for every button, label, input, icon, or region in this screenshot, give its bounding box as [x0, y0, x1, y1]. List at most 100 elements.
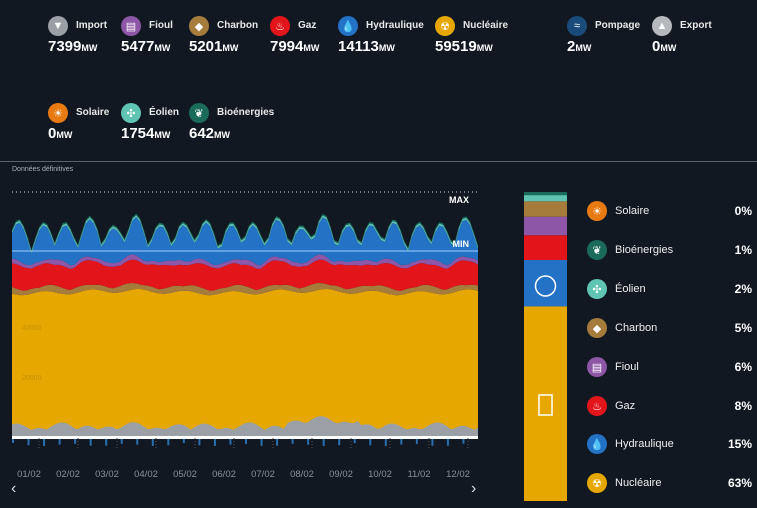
export-tick	[384, 439, 387, 446]
x-tick-label: 07/02	[251, 469, 275, 480]
stat-value: 7994MW	[270, 38, 320, 55]
y-tick-label: 20000	[22, 375, 42, 382]
stat-label: Solaire	[76, 107, 110, 118]
stat-solaire: ☀ Solaire 0MW	[48, 103, 138, 143]
export-tick	[245, 439, 247, 444]
stat-value: 2MW	[567, 38, 592, 55]
stat-value: 5477MW	[121, 38, 171, 55]
series-import	[12, 416, 478, 436]
nucleaire-bar-icon	[538, 394, 553, 416]
legend-item-solaire: ☀ Solaire 0%	[587, 201, 752, 223]
stat-label: Charbon	[217, 20, 259, 31]
eolien-icon: ✣	[587, 279, 607, 299]
legend-label: Bioénergies	[615, 244, 674, 256]
export-tick	[58, 439, 61, 445]
x-tick-label: 01/02	[17, 469, 41, 480]
stat-hydraulique: 💧 Hydraulique 14113MW	[338, 16, 428, 56]
stat-label: Pompage	[595, 20, 641, 31]
max-label: MAX	[449, 195, 469, 205]
stat-gaz: ♨ Gaz 7994MW	[270, 16, 360, 56]
mix-bar-segment	[524, 235, 567, 260]
export-tick	[446, 439, 449, 446]
series-bioenergies	[12, 213, 478, 252]
hydraulique-icon: 💧	[587, 434, 607, 454]
stat-value: 642MW	[189, 125, 231, 142]
x-tick-label: 05/02	[173, 469, 197, 480]
export-tick	[198, 439, 201, 446]
legend-item-fioul: ▤ Fioul 6%	[587, 357, 752, 379]
y-tick-label: 40000	[22, 325, 42, 332]
export-tick	[353, 439, 356, 444]
legend-percent: 15%	[727, 437, 752, 451]
legend-percent: 1%	[734, 243, 752, 257]
stat-fioul: ▤ Fioul 5477MW	[121, 16, 211, 56]
stat-label: Gaz	[298, 20, 317, 31]
legend-item-hydraulique: 💧 Hydraulique 15%	[587, 434, 752, 456]
export-tick	[338, 439, 341, 446]
bioenergies-icon: ❦	[189, 103, 209, 123]
header-divider	[0, 161, 757, 162]
x-tick-label: 12/02	[446, 469, 470, 480]
stat-label: Fioul	[149, 20, 173, 31]
legend-item-charbon: ◆ Charbon 5%	[587, 318, 752, 340]
x-tick-label: 02/02	[56, 469, 80, 480]
series-charbon	[12, 283, 478, 296]
min-label: MIN	[453, 239, 470, 249]
pompage-icon: ≈	[567, 16, 587, 36]
legend-percent: 0%	[734, 204, 752, 218]
stat-pompage: ≈ Pompage 2MW	[567, 16, 657, 56]
x-tick-label: 04/02	[134, 469, 158, 480]
stat-value: 0MW	[652, 38, 677, 55]
next-period-button[interactable]: ›	[471, 480, 477, 497]
stat-export: ▲ Export 0MW	[652, 16, 742, 56]
zero-baseline	[12, 436, 478, 439]
import-icon: ▼	[48, 16, 68, 36]
legend-label: Hydraulique	[615, 438, 674, 450]
legend-percent: 6%	[734, 360, 752, 374]
gaz-icon: ♨	[587, 396, 607, 416]
series-gaz	[12, 259, 478, 291]
legend-label: Charbon	[615, 322, 658, 334]
prev-period-button[interactable]: ‹	[11, 480, 17, 497]
export-tick	[89, 439, 92, 446]
stat-charbon: ◆ Charbon 5201MW	[189, 16, 279, 56]
export-tick	[27, 439, 30, 446]
stat-nucleaire: ☢ Nucléaire 59519MW	[435, 16, 525, 56]
legend-label: Solaire	[615, 205, 650, 217]
series-eolien	[12, 215, 478, 254]
x-tick-label: 09/02	[329, 469, 353, 480]
data-status-label: Données définitives	[12, 166, 74, 173]
eolien-icon: ✣	[121, 103, 141, 123]
export-icon: ▲	[652, 16, 672, 36]
stat-bioenergies: ❦ Bioénergies 642MW	[189, 103, 279, 143]
export-tick	[400, 439, 403, 445]
gaz-icon: ♨	[270, 16, 290, 36]
x-tick-label: 11/02	[407, 469, 430, 480]
series-hydraulique	[12, 217, 478, 266]
mix-bar-segment	[524, 216, 567, 236]
charbon-icon: ◆	[189, 16, 209, 36]
mix-bar-segment	[524, 195, 567, 202]
stat-value: 0MW	[48, 125, 73, 142]
nucleaire-icon: ☢	[435, 16, 455, 36]
legend-item-eolien: ✣ Éolien 2%	[587, 279, 752, 301]
hydraulique-bar-icon	[534, 275, 557, 297]
export-tick	[167, 439, 170, 446]
mix-bar-segment	[524, 192, 567, 196]
legend-label: Gaz	[615, 400, 636, 412]
stat-value: 7399MW	[48, 38, 98, 55]
export-tick	[260, 439, 263, 446]
export-tick	[43, 439, 46, 446]
legend-item-bioenergies: ❦ Bioénergies 1%	[587, 240, 752, 262]
series-nucleaire	[12, 289, 478, 436]
stat-label: Export	[680, 20, 712, 31]
export-tick	[415, 439, 418, 444]
stat-eolien: ✣ Éolien 1754MW	[121, 103, 211, 143]
bioenergies-icon: ❦	[587, 240, 607, 260]
legend-item-nucleaire: ☢ Nucléaire 63%	[587, 473, 752, 495]
legend-label: Fioul	[615, 361, 639, 373]
export-tick	[182, 439, 185, 444]
export-tick	[213, 439, 216, 446]
stat-import: ▼ Import 7399MW	[48, 16, 138, 56]
stat-value: 1754MW	[121, 125, 171, 142]
